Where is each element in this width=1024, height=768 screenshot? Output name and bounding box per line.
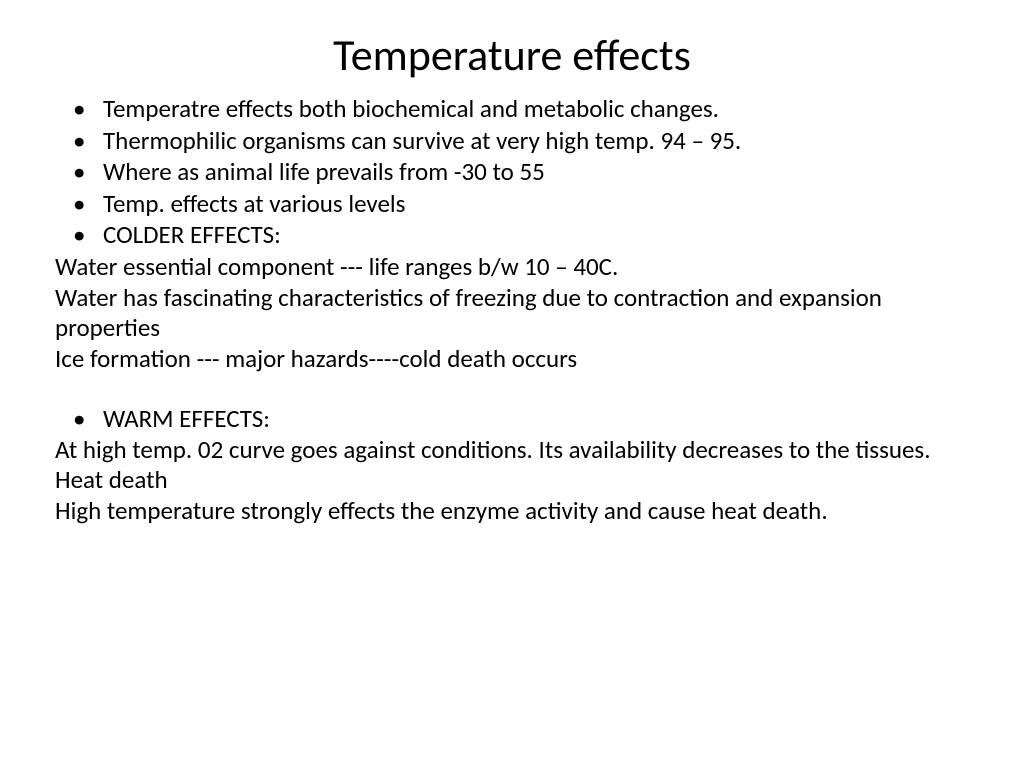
bullet-item: Thermophilic organisms can survive at ve… — [55, 126, 969, 156]
paragraph: Water has fascinating characteristics of… — [55, 283, 969, 342]
spacer — [55, 376, 969, 404]
slide-title: Temperature effects — [55, 28, 969, 82]
bullet-list-2: WARM EFFECTS: — [55, 404, 969, 434]
bullet-item: COLDER EFFECTS: — [55, 220, 969, 250]
bullet-item: Temp. effects at various levels — [55, 189, 969, 219]
slide-body: Temperatre effects both biochemical and … — [55, 94, 969, 526]
paragraph: Ice formation --- major hazards----cold … — [55, 344, 969, 374]
bullet-list-1: Temperatre effects both biochemical and … — [55, 94, 969, 250]
bullet-item: WARM EFFECTS: — [55, 404, 969, 434]
bullet-item: Where as animal life prevails from -30 t… — [55, 157, 969, 187]
bullet-item: Temperatre effects both biochemical and … — [55, 94, 969, 124]
paragraph: At high temp. 02 curve goes against cond… — [55, 435, 969, 494]
paragraph: Water essential component --- life range… — [55, 252, 969, 282]
paragraph: High temperature strongly effects the en… — [55, 496, 969, 526]
slide: Temperature effects Temperatre effects b… — [0, 0, 1024, 768]
